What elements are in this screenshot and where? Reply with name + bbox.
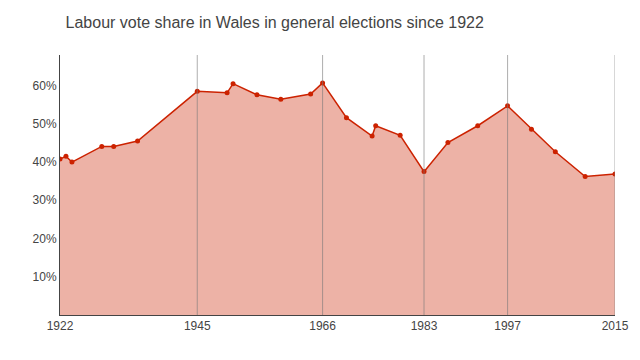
svg-text:30%: 30% [33,193,57,207]
svg-text:50%: 50% [33,117,57,131]
svg-text:20%: 20% [33,232,57,246]
svg-text:1997: 1997 [494,319,521,333]
svg-text:Labour vote share in Wales in: Labour vote share in Wales in general el… [66,14,484,31]
svg-text:2015: 2015 [602,319,629,333]
svg-text:1945: 1945 [184,319,211,333]
svg-text:10%: 10% [33,270,57,284]
svg-text:1966: 1966 [309,319,336,333]
svg-text:1983: 1983 [411,319,438,333]
svg-text:1922: 1922 [47,319,74,333]
svg-text:40%: 40% [33,155,57,169]
svg-text:60%: 60% [33,79,57,93]
